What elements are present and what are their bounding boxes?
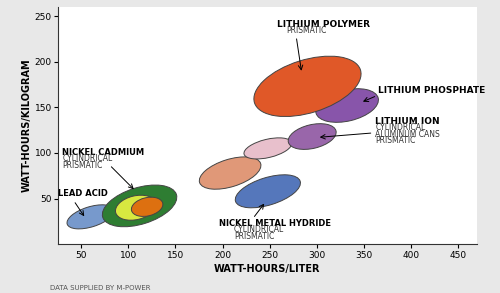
Text: CYLINDRICAL: CYLINDRICAL <box>234 225 284 234</box>
Ellipse shape <box>254 56 361 117</box>
Ellipse shape <box>244 138 292 159</box>
Text: DATA SUPPLIED BY M-POWER: DATA SUPPLIED BY M-POWER <box>50 285 150 291</box>
Text: LITHIUM PHOSPHATE: LITHIUM PHOSPHATE <box>378 86 486 95</box>
Text: LITHIUM POLYMER: LITHIUM POLYMER <box>278 20 370 29</box>
Text: ALUMINUM CANS: ALUMINUM CANS <box>376 130 440 139</box>
Ellipse shape <box>102 185 177 227</box>
Text: NICKEL METAL HYDRIDE: NICKEL METAL HYDRIDE <box>219 219 331 228</box>
Text: CYLINDRICAL: CYLINDRICAL <box>376 123 426 132</box>
Ellipse shape <box>67 205 114 229</box>
Text: PRISMATIC: PRISMATIC <box>376 136 416 145</box>
Ellipse shape <box>288 124 336 149</box>
Text: CYLINDRICAL: CYLINDRICAL <box>62 154 112 163</box>
Text: PRISMATIC: PRISMATIC <box>62 161 102 170</box>
Text: NICKEL CADMIUM: NICKEL CADMIUM <box>62 148 144 157</box>
Ellipse shape <box>116 195 156 220</box>
Text: LITHIUM ION: LITHIUM ION <box>376 117 440 126</box>
Y-axis label: WATT-HOURS/KILOGRAM: WATT-HOURS/KILOGRAM <box>22 59 32 193</box>
Ellipse shape <box>200 157 261 189</box>
Text: PRISMATIC: PRISMATIC <box>286 26 326 35</box>
X-axis label: WATT-HOURS/LITER: WATT-HOURS/LITER <box>214 264 320 274</box>
Text: LEAD ACID: LEAD ACID <box>58 189 108 198</box>
Ellipse shape <box>316 89 378 122</box>
Text: PRISMATIC: PRISMATIC <box>234 232 274 241</box>
Ellipse shape <box>132 197 163 217</box>
Ellipse shape <box>236 175 300 208</box>
